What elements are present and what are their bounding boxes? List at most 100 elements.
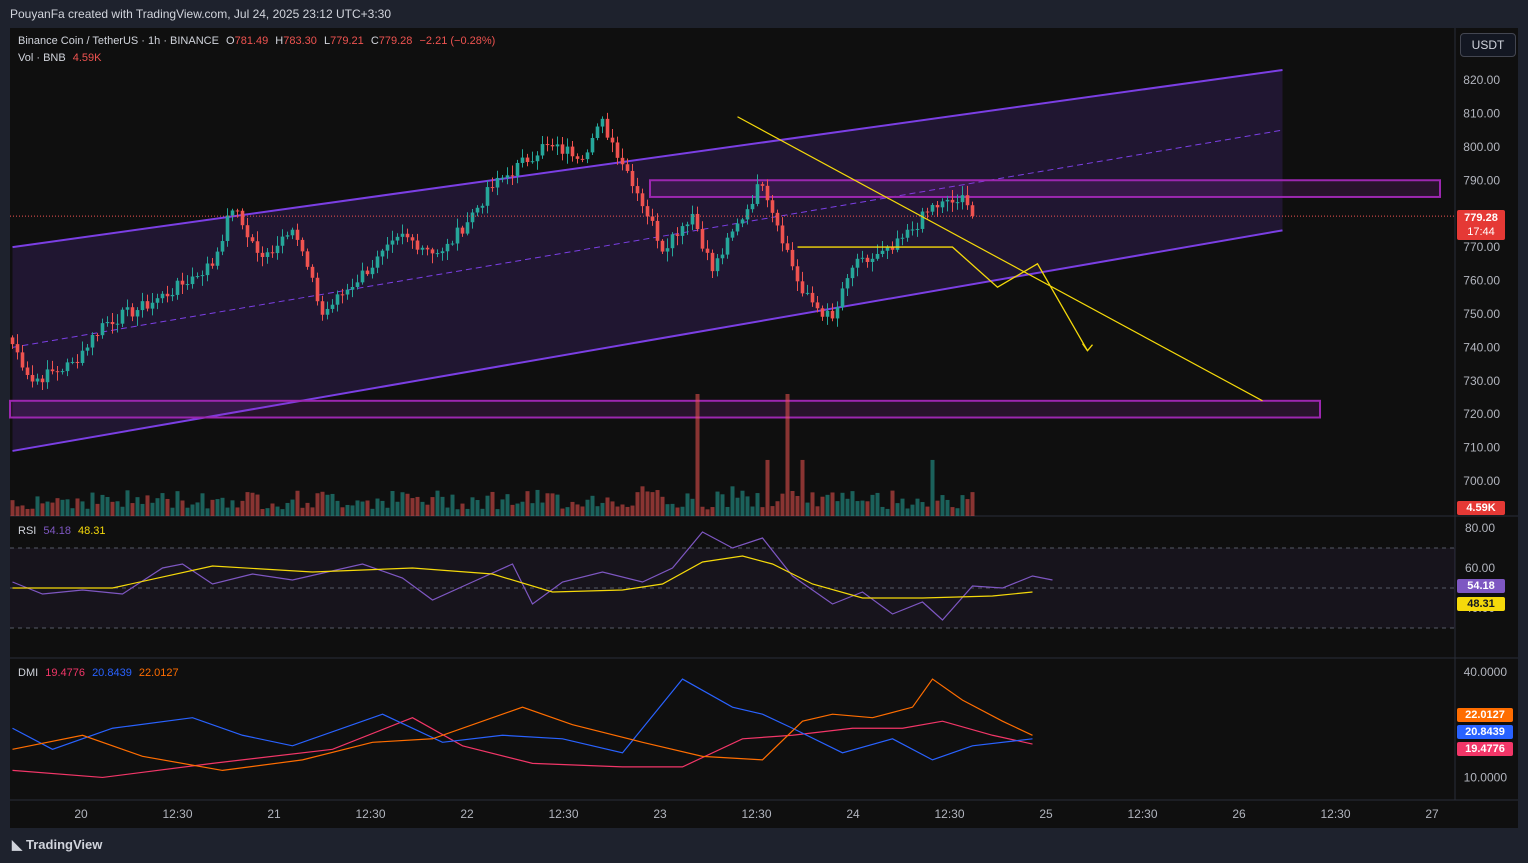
volume-bar xyxy=(615,506,620,516)
candle-body xyxy=(20,352,25,368)
candle-body xyxy=(210,263,215,266)
candle-body xyxy=(905,229,910,238)
volume-bar xyxy=(950,507,955,516)
candle-body xyxy=(760,184,765,186)
volume-bar xyxy=(390,490,395,516)
candle-body xyxy=(170,294,175,297)
candle-body xyxy=(655,220,660,241)
candle-body xyxy=(150,302,155,309)
volume-bar xyxy=(245,492,250,516)
volume-bar xyxy=(335,500,340,516)
channel-lower-line xyxy=(12,229,1283,452)
volume-label: Vol · BNB xyxy=(18,52,66,64)
candle-body xyxy=(390,240,395,245)
time-tick-label: 20 xyxy=(74,807,88,821)
candle-body xyxy=(250,237,255,242)
candle-body xyxy=(325,308,330,315)
candle-body xyxy=(75,361,80,364)
candle-body xyxy=(965,195,970,206)
candle-body xyxy=(865,257,870,262)
dmi-plus-line xyxy=(12,717,1033,779)
candle-body xyxy=(330,304,335,309)
volume-bar xyxy=(265,508,270,516)
dmi-plus-badge: 19.4776 xyxy=(1457,742,1513,756)
volume-bar xyxy=(745,496,750,516)
volume-bar xyxy=(695,394,700,516)
candle-body xyxy=(850,267,855,279)
candle-body xyxy=(565,146,570,154)
volume-bar xyxy=(610,501,615,516)
volume-bar xyxy=(820,496,825,516)
volume-bar xyxy=(175,491,180,516)
price-tick-label: 820.00 xyxy=(1463,73,1500,87)
candle-body xyxy=(950,199,955,203)
candle-body xyxy=(45,369,50,383)
candle-body xyxy=(625,164,630,171)
volume-bar xyxy=(130,503,135,516)
volume-bar xyxy=(905,508,910,516)
candle-body xyxy=(30,374,35,382)
volume-bar xyxy=(510,504,515,516)
price-tick-label: 700.00 xyxy=(1463,474,1500,488)
volume-bar xyxy=(410,498,415,516)
volume-bar xyxy=(850,491,855,516)
candle-body xyxy=(675,234,680,236)
volume-bar xyxy=(935,500,940,516)
candle-body xyxy=(495,177,500,188)
last-price-value: 779.28 xyxy=(1464,212,1498,224)
volume-bar xyxy=(765,459,770,516)
candle-body xyxy=(695,213,700,230)
candle-body xyxy=(50,369,55,372)
candle-body xyxy=(855,258,860,268)
header-title: PouyanFa created with TradingView.com, J… xyxy=(0,0,1528,28)
candle-body xyxy=(320,301,325,315)
candle-body xyxy=(95,335,100,337)
volume-bar xyxy=(65,499,70,516)
volume-bar xyxy=(195,502,200,516)
candle-body xyxy=(535,155,540,162)
candle-body xyxy=(190,276,195,285)
volume-bar xyxy=(760,507,765,516)
price-zone-1 xyxy=(9,399,1321,419)
candle-body xyxy=(705,248,710,253)
candle-body xyxy=(365,270,370,275)
volume-bar xyxy=(530,503,535,516)
candle-body xyxy=(710,252,715,272)
volume-bar xyxy=(500,499,505,516)
volume-bar xyxy=(725,506,730,516)
volume-bar xyxy=(825,494,830,516)
volume-bar xyxy=(525,491,530,516)
volume-bar xyxy=(270,503,275,516)
rsi-value: 54.18 xyxy=(43,525,71,537)
volume-bar xyxy=(425,504,430,516)
candle-body xyxy=(215,251,220,266)
volume-bar xyxy=(645,491,650,516)
volume-bar xyxy=(670,503,675,516)
close-value: 779.28 xyxy=(378,35,413,47)
volume-bar xyxy=(515,503,520,516)
volume-bar xyxy=(110,501,115,516)
volume-bar xyxy=(780,493,785,516)
volume-bar xyxy=(555,494,560,516)
candle-body xyxy=(620,157,625,165)
volume-bar xyxy=(490,491,495,516)
currency-button[interactable]: USDT xyxy=(1460,33,1516,57)
candle-body xyxy=(25,367,30,375)
volume-bar xyxy=(455,509,460,516)
candle-body xyxy=(465,222,470,234)
candle-body xyxy=(895,238,900,250)
candle-body xyxy=(70,361,75,363)
candle-body xyxy=(720,254,725,259)
volume-bar xyxy=(235,507,240,516)
volume-bar xyxy=(550,493,555,516)
price-tick-label: 810.00 xyxy=(1463,106,1500,120)
volume-bar xyxy=(480,508,485,516)
candle-body xyxy=(265,252,270,257)
candle-body xyxy=(455,227,460,244)
candle-body xyxy=(500,177,505,179)
candle-body xyxy=(180,280,185,285)
price-tick-label: 770.00 xyxy=(1463,240,1500,254)
candle-body xyxy=(505,175,510,178)
candle-body xyxy=(640,193,645,207)
